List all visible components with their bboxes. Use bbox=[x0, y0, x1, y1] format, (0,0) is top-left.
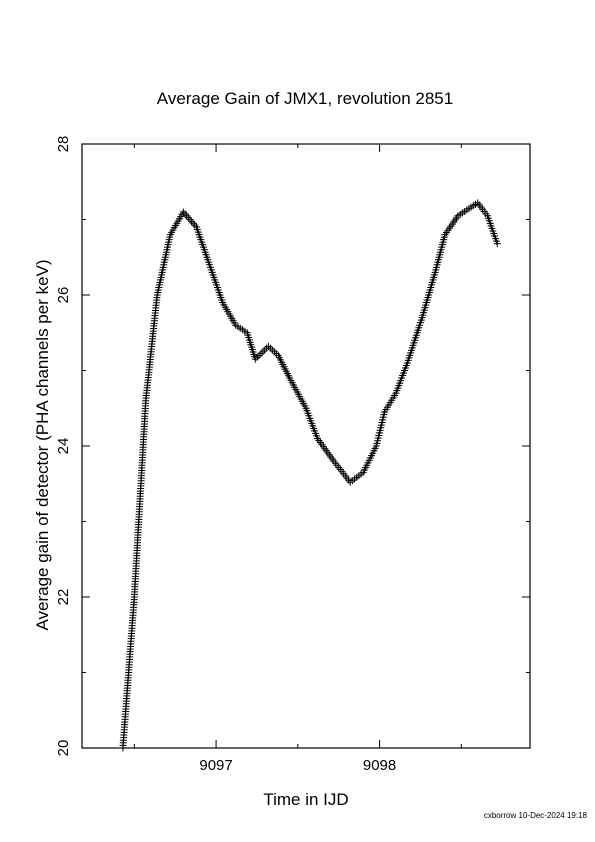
chart-title: Average Gain of JMX1, revolution 2851 bbox=[157, 89, 453, 108]
data-point bbox=[189, 219, 197, 227]
axis-ticks bbox=[82, 143, 530, 749]
x-tick-label: 9098 bbox=[363, 757, 396, 774]
axis-tick-labels: 9097 9098 20 22 24 26 28 bbox=[55, 136, 396, 774]
data-point bbox=[493, 240, 501, 248]
data-point bbox=[259, 348, 267, 356]
x-tick-label: 9097 bbox=[199, 757, 232, 774]
data-point bbox=[261, 346, 269, 354]
y-tick-label: 24 bbox=[55, 438, 72, 455]
data-point bbox=[184, 214, 192, 222]
y-tick-label: 28 bbox=[55, 136, 72, 153]
plot-frame bbox=[81, 143, 531, 749]
data-point bbox=[257, 350, 265, 358]
data-point bbox=[186, 216, 194, 223]
y-tick-label: 26 bbox=[55, 287, 72, 304]
data-point bbox=[255, 352, 263, 360]
y-tick-label: 20 bbox=[55, 740, 72, 757]
footer-timestamp: cxborrow 10-Dec-2024 19:18 bbox=[483, 811, 587, 820]
x-axis-label: Time in IJD bbox=[263, 790, 348, 809]
y-axis-label: Average gain of detector (PHA channels p… bbox=[33, 259, 52, 630]
y-tick-label: 22 bbox=[55, 589, 72, 606]
data-point bbox=[188, 217, 196, 225]
data-markers bbox=[119, 199, 501, 752]
data-point bbox=[183, 212, 191, 220]
